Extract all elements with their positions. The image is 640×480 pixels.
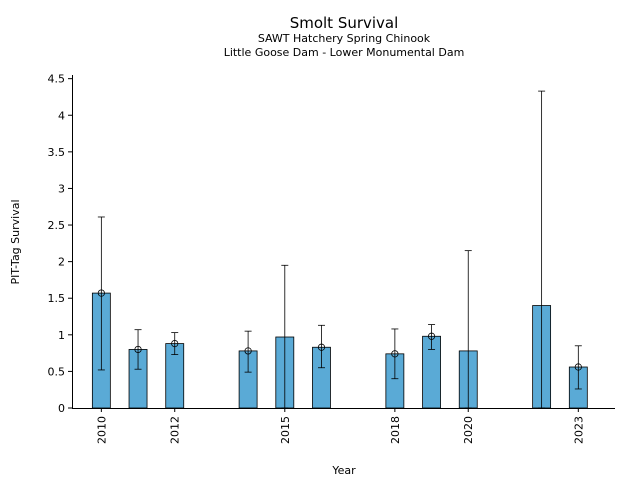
x-tick-label: 2015: [279, 416, 292, 444]
y-tick-label: 2.5: [48, 219, 66, 232]
x-tick-label: 2018: [389, 416, 402, 444]
y-tick-label: 3: [58, 182, 65, 195]
chart-subtitle-1: SAWT Hatchery Spring Chinook: [258, 32, 431, 45]
y-tick-label: 2: [58, 256, 65, 269]
point-2010: [97, 289, 105, 297]
chart-title: Smolt Survival: [290, 14, 399, 32]
y-axis-ticks: 0 0.5 1 1.5 2 2.5 3 3.5 4 4.5: [48, 73, 72, 415]
point-2011: [134, 345, 142, 354]
point-2016: [317, 343, 326, 351]
y-tick-label: 3.5: [48, 146, 66, 159]
x-tick-label: 2012: [169, 416, 182, 444]
x-axis-label: Year: [331, 464, 356, 477]
y-tick-label: 0: [58, 402, 65, 415]
chart-subtitle-2: Little Goose Dam - Lower Monumental Dam: [224, 46, 465, 59]
point-2019: [427, 332, 436, 340]
x-tick-label: 2020: [462, 416, 475, 444]
y-tick-label: 4.5: [48, 73, 66, 86]
plot-area: [91, 90, 588, 409]
x-tick-label: 2010: [95, 416, 108, 444]
y-axis-label: PIT-Tag Survival: [9, 199, 22, 284]
y-tick-label: 1: [58, 329, 65, 342]
x-tick-label: 2023: [572, 416, 585, 444]
y-tick-label: 1.5: [48, 292, 66, 305]
y-tick-label: 0.5: [48, 365, 66, 378]
point-2014: [244, 347, 252, 355]
point-2023: [574, 363, 582, 371]
x-axis-ticks: 2010 2012 2015 2018 2020 2023: [95, 408, 585, 444]
point-2012: [171, 339, 179, 348]
point-2018: [391, 350, 399, 358]
y-tick-label: 4: [58, 109, 65, 122]
